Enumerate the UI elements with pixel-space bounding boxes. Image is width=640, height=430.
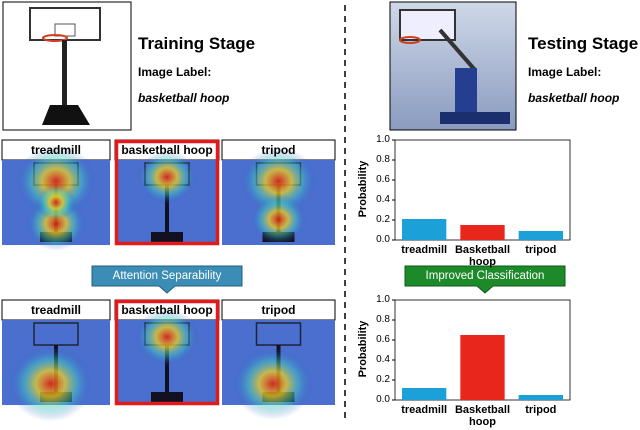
bar xyxy=(518,231,563,240)
panel-label: basketball hoop xyxy=(121,143,213,157)
heat-blob xyxy=(135,308,199,366)
x-tick-label: Basketball hoop xyxy=(454,404,511,428)
arrow-label: Improved Classification xyxy=(425,270,545,282)
x-tick-label: tripod xyxy=(525,404,557,416)
label: basketball hoop xyxy=(138,91,230,105)
hoop-base xyxy=(151,232,183,242)
y-tick-label: 0.6 xyxy=(376,174,390,185)
heat-blob xyxy=(36,184,76,221)
bar xyxy=(460,335,505,400)
label: basketball hoop xyxy=(528,91,620,105)
heat-blob xyxy=(232,347,313,420)
highlight-border xyxy=(114,139,220,246)
y-tick-label: 0.2 xyxy=(376,214,390,225)
bar xyxy=(518,395,563,400)
arrow-label: Attention Separability xyxy=(112,270,222,282)
arrow-box xyxy=(404,265,566,294)
heat-blob xyxy=(240,147,317,216)
x-tick-label: treadmill xyxy=(401,404,448,416)
y-tick-label: 0.8 xyxy=(376,314,390,325)
y-tick-label: 1.0 xyxy=(376,294,390,305)
y-tick-label: 0.4 xyxy=(376,194,390,205)
hoop-pole xyxy=(165,185,169,235)
x-tick-label: treadmill xyxy=(401,244,448,256)
heat-blob xyxy=(16,145,96,218)
bar xyxy=(402,388,447,400)
training-photo xyxy=(2,1,132,131)
heat-blob xyxy=(137,150,197,204)
y-tick-label: 1.0 xyxy=(376,134,390,145)
panel-label: treadmill xyxy=(30,303,81,317)
y-tick-label: 0.8 xyxy=(376,154,390,165)
heat-blob xyxy=(8,345,93,422)
label-heading: Image Label: xyxy=(138,65,212,79)
stage-title: Training Stage xyxy=(138,34,256,53)
y-axis-label: Probability xyxy=(357,320,369,378)
arrow-box xyxy=(91,265,243,294)
panel-label: treadmill xyxy=(30,143,81,157)
heat-blob xyxy=(250,194,307,245)
y-axis-label: Probability xyxy=(357,160,369,218)
hoop-base xyxy=(151,392,183,402)
y-tick-label: 0.2 xyxy=(376,374,390,385)
highlight-border xyxy=(114,299,220,406)
x-tick-label: Basketball hoop xyxy=(454,244,511,268)
hoop-pole xyxy=(165,345,169,395)
panel-label: basketball hoop xyxy=(121,303,213,317)
y-tick-label: 0.6 xyxy=(376,334,390,345)
bar xyxy=(402,219,447,240)
bar xyxy=(460,225,505,240)
panel-label: tripod xyxy=(261,303,296,317)
stage-title: Testing Stage xyxy=(528,34,639,53)
x-tick-label: tripod xyxy=(525,244,557,256)
testing-photo xyxy=(389,1,517,131)
y-tick-label: 0.0 xyxy=(376,234,390,245)
panel-label: tripod xyxy=(261,143,296,157)
y-tick-label: 0.0 xyxy=(376,394,390,405)
y-tick-label: 0.4 xyxy=(376,354,390,365)
label-heading: Image Label: xyxy=(528,65,602,79)
